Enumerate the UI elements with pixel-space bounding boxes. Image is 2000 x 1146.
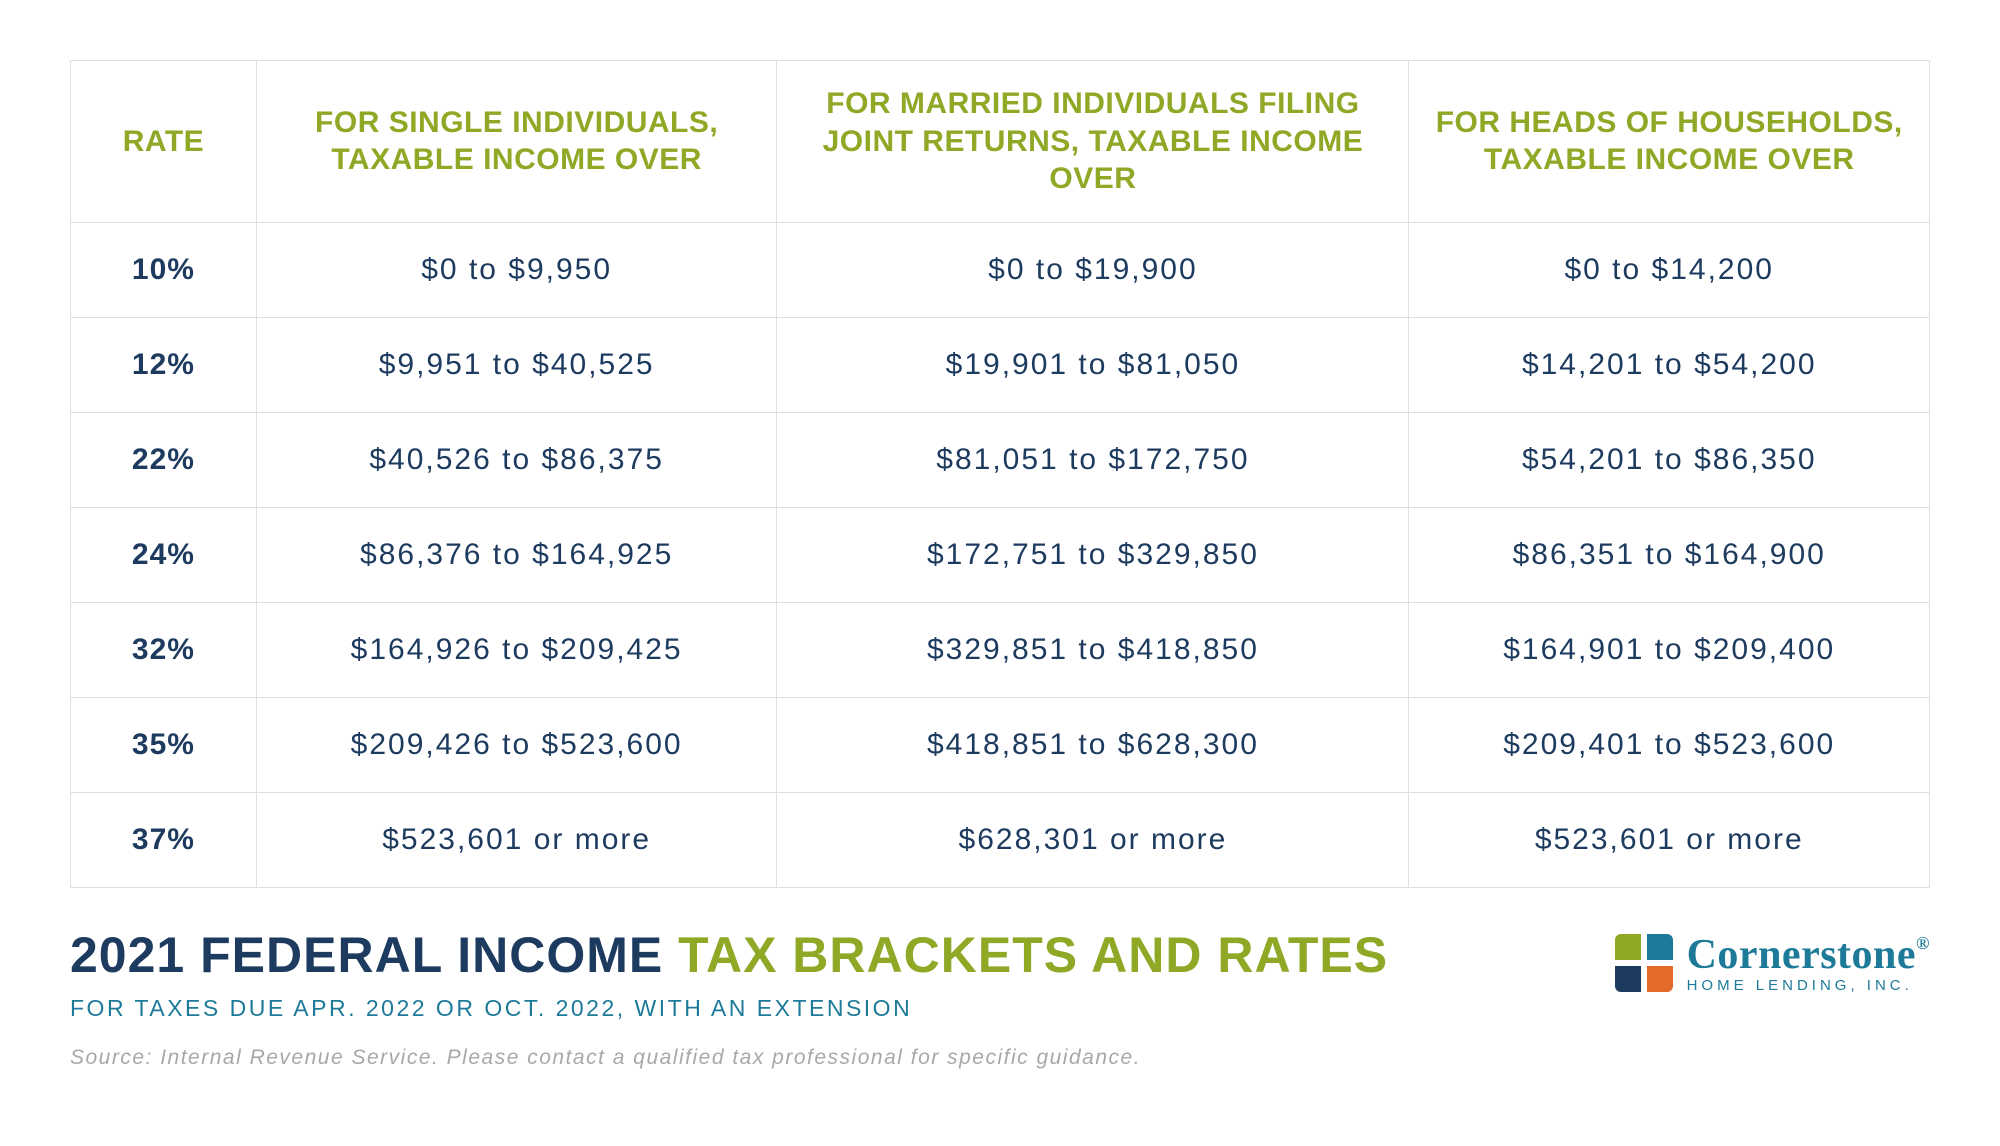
cell-rate: 22% [71,412,257,507]
cell-rate: 32% [71,602,257,697]
col-header-single: FOR SINGLE INDIVIDUALS, TAXABLE INCOME O… [256,61,777,223]
cell-head: $209,401 to $523,600 [1409,697,1930,792]
table-row: 37%$523,601 or more$628,301 or more$523,… [71,792,1930,887]
cell-single: $0 to $9,950 [256,222,777,317]
logo-mark-icon [1615,934,1673,992]
table-row: 12%$9,951 to $40,525$19,901 to $81,050$1… [71,317,1930,412]
title-part-dark: 2021 FEDERAL INCOME [70,927,678,983]
logo-name: Cornerstone [1687,932,1916,978]
logo-subline: HOME LENDING, INC. [1687,978,1930,993]
cornerstone-logo: Cornerstone® HOME LENDING, INC. [1615,934,1930,993]
cell-rate: 12% [71,317,257,412]
cell-rate: 10% [71,222,257,317]
footer: 2021 FEDERAL INCOME TAX BRACKETS AND RAT… [70,928,1930,1070]
cell-single: $164,926 to $209,425 [256,602,777,697]
cell-joint: $172,751 to $329,850 [777,507,1409,602]
page-title: 2021 FEDERAL INCOME TAX BRACKETS AND RAT… [70,928,1388,983]
cell-head: $523,601 or more [1409,792,1930,887]
table-row: 24%$86,376 to $164,925$172,751 to $329,8… [71,507,1930,602]
cell-joint: $19,901 to $81,050 [777,317,1409,412]
cell-head: $14,201 to $54,200 [1409,317,1930,412]
table-row: 32%$164,926 to $209,425$329,851 to $418,… [71,602,1930,697]
cell-rate: 24% [71,507,257,602]
source-note: Source: Internal Revenue Service. Please… [70,1046,1388,1070]
cell-single: $209,426 to $523,600 [256,697,777,792]
title-part-green: TAX BRACKETS AND RATES [678,927,1388,983]
col-header-joint: FOR MARRIED INDIVIDUALS FILING JOINT RET… [777,61,1409,223]
cell-joint: $329,851 to $418,850 [777,602,1409,697]
registered-mark: ® [1916,933,1930,953]
cell-rate: 37% [71,792,257,887]
tax-bracket-table: RATE FOR SINGLE INDIVIDUALS, TAXABLE INC… [70,60,1930,888]
cell-rate: 35% [71,697,257,792]
footer-text-block: 2021 FEDERAL INCOME TAX BRACKETS AND RAT… [70,928,1388,1070]
table-row: 35%$209,426 to $523,600$418,851 to $628,… [71,697,1930,792]
table-row: 22%$40,526 to $86,375$81,051 to $172,750… [71,412,1930,507]
cell-head: $0 to $14,200 [1409,222,1930,317]
table-row: 10%$0 to $9,950$0 to $19,900$0 to $14,20… [71,222,1930,317]
table-header-row: RATE FOR SINGLE INDIVIDUALS, TAXABLE INC… [71,61,1930,223]
col-header-rate: RATE [71,61,257,223]
cell-head: $164,901 to $209,400 [1409,602,1930,697]
cell-single: $523,601 or more [256,792,777,887]
cell-head: $54,201 to $86,350 [1409,412,1930,507]
logo-text: Cornerstone® HOME LENDING, INC. [1687,934,1930,993]
cell-single: $9,951 to $40,525 [256,317,777,412]
cell-single: $86,376 to $164,925 [256,507,777,602]
col-header-head: FOR HEADS OF HOUSEHOLDS, TAXABLE INCOME … [1409,61,1930,223]
cell-single: $40,526 to $86,375 [256,412,777,507]
page-subtitle: FOR TAXES DUE APR. 2022 OR OCT. 2022, WI… [70,995,1388,1022]
cell-joint: $81,051 to $172,750 [777,412,1409,507]
cell-head: $86,351 to $164,900 [1409,507,1930,602]
cell-joint: $0 to $19,900 [777,222,1409,317]
cell-joint: $418,851 to $628,300 [777,697,1409,792]
cell-joint: $628,301 or more [777,792,1409,887]
